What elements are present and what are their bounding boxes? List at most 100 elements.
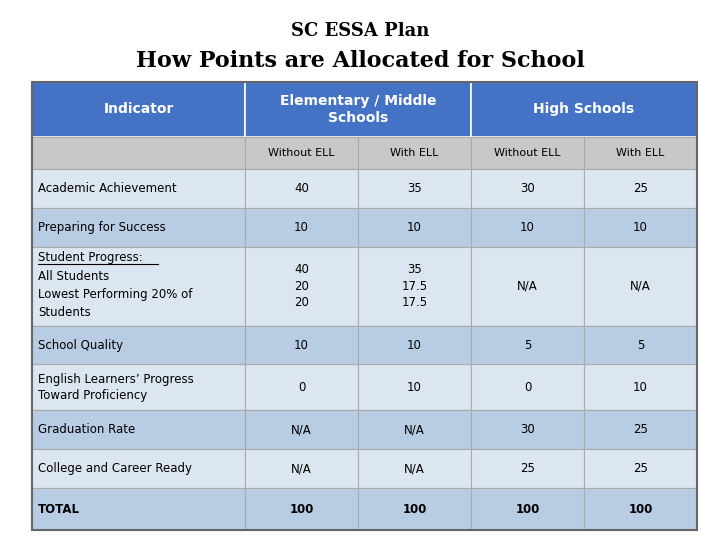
Text: Elementary / Middle
Schools: Elementary / Middle Schools bbox=[280, 93, 436, 125]
Text: 10: 10 bbox=[633, 221, 648, 234]
Text: 25: 25 bbox=[520, 462, 535, 475]
Text: Indicator: Indicator bbox=[104, 103, 174, 117]
Bar bbox=[358, 169, 471, 208]
Text: Graduation Rate: Graduation Rate bbox=[38, 423, 135, 436]
Bar bbox=[584, 410, 697, 449]
Bar bbox=[245, 364, 358, 410]
Text: N/A: N/A bbox=[404, 423, 425, 436]
Bar bbox=[471, 169, 584, 208]
Bar bbox=[471, 82, 697, 137]
Text: Without ELL: Without ELL bbox=[269, 148, 335, 158]
Bar bbox=[32, 410, 245, 449]
Bar bbox=[358, 326, 471, 365]
Text: How Points are Allocated for School: How Points are Allocated for School bbox=[135, 50, 585, 72]
Bar bbox=[32, 364, 245, 410]
Bar bbox=[245, 326, 358, 365]
Text: 10: 10 bbox=[407, 381, 422, 394]
Bar bbox=[245, 137, 358, 169]
Bar bbox=[584, 449, 697, 488]
Text: Lowest Performing 20% of: Lowest Performing 20% of bbox=[38, 288, 192, 301]
Text: 10: 10 bbox=[294, 221, 309, 234]
Text: 100: 100 bbox=[629, 503, 652, 516]
Text: Student Progress:: Student Progress: bbox=[38, 251, 143, 264]
Bar bbox=[471, 247, 584, 326]
Bar bbox=[584, 488, 697, 530]
Bar bbox=[32, 488, 245, 530]
Text: 25: 25 bbox=[633, 182, 648, 195]
Bar bbox=[358, 449, 471, 488]
Bar bbox=[32, 82, 245, 137]
Text: SC ESSA Plan: SC ESSA Plan bbox=[291, 22, 429, 39]
Text: 0: 0 bbox=[524, 381, 531, 394]
Bar bbox=[471, 364, 584, 410]
Bar bbox=[245, 410, 358, 449]
Text: School Quality: School Quality bbox=[38, 339, 123, 352]
Bar bbox=[358, 410, 471, 449]
Bar bbox=[245, 247, 358, 326]
Text: N/A: N/A bbox=[630, 280, 651, 293]
Bar bbox=[584, 208, 697, 247]
Bar bbox=[471, 449, 584, 488]
Text: 30: 30 bbox=[520, 423, 535, 436]
Text: 40: 40 bbox=[294, 182, 309, 195]
Bar bbox=[358, 137, 471, 169]
Text: Preparing for Success: Preparing for Success bbox=[38, 221, 166, 234]
Text: With ELL: With ELL bbox=[390, 148, 438, 158]
Bar bbox=[245, 488, 358, 530]
Text: N/A: N/A bbox=[517, 280, 538, 293]
Bar bbox=[32, 449, 245, 488]
Bar bbox=[584, 364, 697, 410]
Text: 35: 35 bbox=[407, 182, 422, 195]
Text: 35
17.5
17.5: 35 17.5 17.5 bbox=[402, 264, 428, 309]
Text: With ELL: With ELL bbox=[616, 148, 665, 158]
Bar bbox=[245, 208, 358, 247]
Bar bbox=[584, 137, 697, 169]
Text: 100: 100 bbox=[289, 503, 314, 516]
Bar bbox=[358, 364, 471, 410]
Text: All Students: All Students bbox=[38, 269, 109, 282]
Text: Students: Students bbox=[38, 306, 91, 319]
Text: N/A: N/A bbox=[291, 462, 312, 475]
Bar bbox=[584, 326, 697, 365]
Text: N/A: N/A bbox=[404, 462, 425, 475]
Bar bbox=[471, 137, 584, 169]
Bar bbox=[32, 169, 245, 208]
Bar bbox=[584, 247, 697, 326]
Bar bbox=[32, 326, 245, 365]
Text: 5: 5 bbox=[636, 339, 644, 352]
Text: Academic Achievement: Academic Achievement bbox=[38, 182, 177, 195]
Bar bbox=[358, 488, 471, 530]
Text: 10: 10 bbox=[407, 221, 422, 234]
Bar bbox=[471, 488, 584, 530]
Text: 10: 10 bbox=[294, 339, 309, 352]
Text: High Schools: High Schools bbox=[534, 103, 634, 117]
Bar bbox=[32, 137, 245, 169]
Bar bbox=[358, 208, 471, 247]
Text: 25: 25 bbox=[633, 423, 648, 436]
Text: 40
20
20: 40 20 20 bbox=[294, 264, 309, 309]
Text: N/A: N/A bbox=[291, 423, 312, 436]
Text: 10: 10 bbox=[407, 339, 422, 352]
Bar bbox=[471, 410, 584, 449]
Bar bbox=[471, 326, 584, 365]
Text: English Learners’ Progress
Toward Proficiency: English Learners’ Progress Toward Profic… bbox=[38, 373, 194, 402]
Text: 0: 0 bbox=[298, 381, 305, 394]
Bar bbox=[32, 82, 697, 530]
Text: Without ELL: Without ELL bbox=[494, 148, 561, 158]
Text: College and Career Ready: College and Career Ready bbox=[38, 462, 192, 475]
Text: 100: 100 bbox=[516, 503, 540, 516]
Text: TOTAL: TOTAL bbox=[38, 503, 80, 516]
Text: 5: 5 bbox=[524, 339, 531, 352]
Bar bbox=[245, 169, 358, 208]
Text: 25: 25 bbox=[633, 462, 648, 475]
Text: 30: 30 bbox=[520, 182, 535, 195]
Text: 100: 100 bbox=[402, 503, 427, 516]
Bar bbox=[471, 208, 584, 247]
Bar bbox=[32, 208, 245, 247]
Bar bbox=[358, 247, 471, 326]
Bar bbox=[245, 82, 471, 137]
Bar bbox=[32, 247, 245, 326]
Text: 10: 10 bbox=[520, 221, 535, 234]
Bar bbox=[584, 169, 697, 208]
Text: 10: 10 bbox=[633, 381, 648, 394]
